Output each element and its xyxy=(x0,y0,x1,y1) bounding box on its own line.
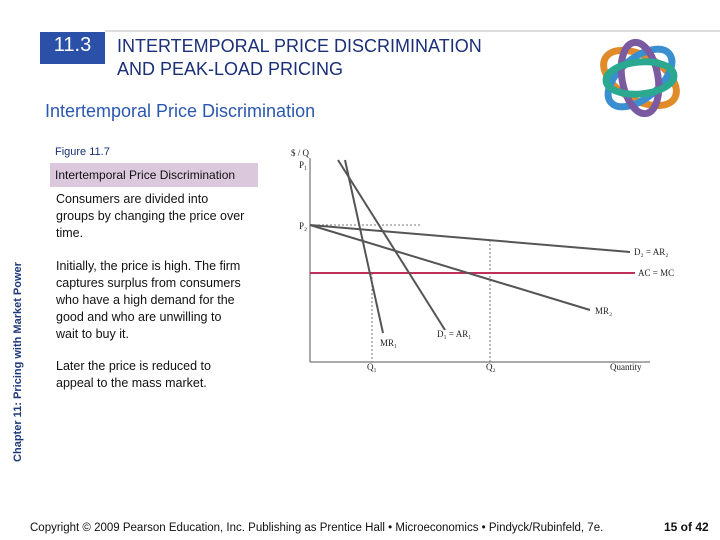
y-axis-label: $ / Q xyxy=(291,148,310,158)
section-box xyxy=(40,32,105,64)
ac-label: AC = MC xyxy=(638,268,674,278)
paragraph: Later the price is reduced to appeal to … xyxy=(56,359,211,390)
mr1-label: MR₁ xyxy=(380,338,397,348)
copyright: Copyright © 2009 Pearson Education, Inc.… xyxy=(30,522,604,534)
paragraph: Consumers are divided into groups by cha… xyxy=(56,192,245,240)
mr2-label: MR₂ xyxy=(595,306,612,316)
subtitle: Intertemporal Price Discrimination xyxy=(45,101,316,121)
sidebar-label: Chapter 11: Pricing with Market Power xyxy=(12,261,24,462)
section-number: 11.3 xyxy=(53,34,92,56)
d2-label: D₂ = AR₂ xyxy=(634,247,668,257)
d2-line xyxy=(309,224,631,253)
header-title-line: INTERTEMPORAL PRICE DISCRIMINATION xyxy=(117,36,482,56)
figure-label: Figure 11.7 xyxy=(55,146,110,158)
figure-title-bar xyxy=(50,163,258,187)
q1-label: Q₁ xyxy=(367,362,377,372)
p1-label: P₁ xyxy=(299,160,307,170)
x-axis-label: Quantity xyxy=(610,362,642,372)
header-title-line: AND PEAK-LOAD PRICING xyxy=(117,59,344,79)
p2-label: P₂ xyxy=(299,221,307,231)
header-title: INTERTEMPORAL PRICE DISCRIMINATION AND P… xyxy=(117,35,482,81)
d1-label: D₁ = AR₁ xyxy=(437,329,471,339)
mr1-line xyxy=(344,159,384,334)
page-number: 15 of 42 xyxy=(664,520,709,534)
logo-rings xyxy=(600,38,680,118)
d1-line xyxy=(337,159,446,331)
paragraph: Initially, the price is high. The firm c… xyxy=(56,259,241,341)
q2-label: Q₂ xyxy=(486,362,496,372)
figure-title: Intertemporal Price Discrimination xyxy=(55,168,236,182)
diagram: $ / Q P₁ P₂ D₂ = AR₂ AC = MC MR₂ D₁ = AR… xyxy=(291,148,674,372)
mr2-line xyxy=(309,224,591,311)
